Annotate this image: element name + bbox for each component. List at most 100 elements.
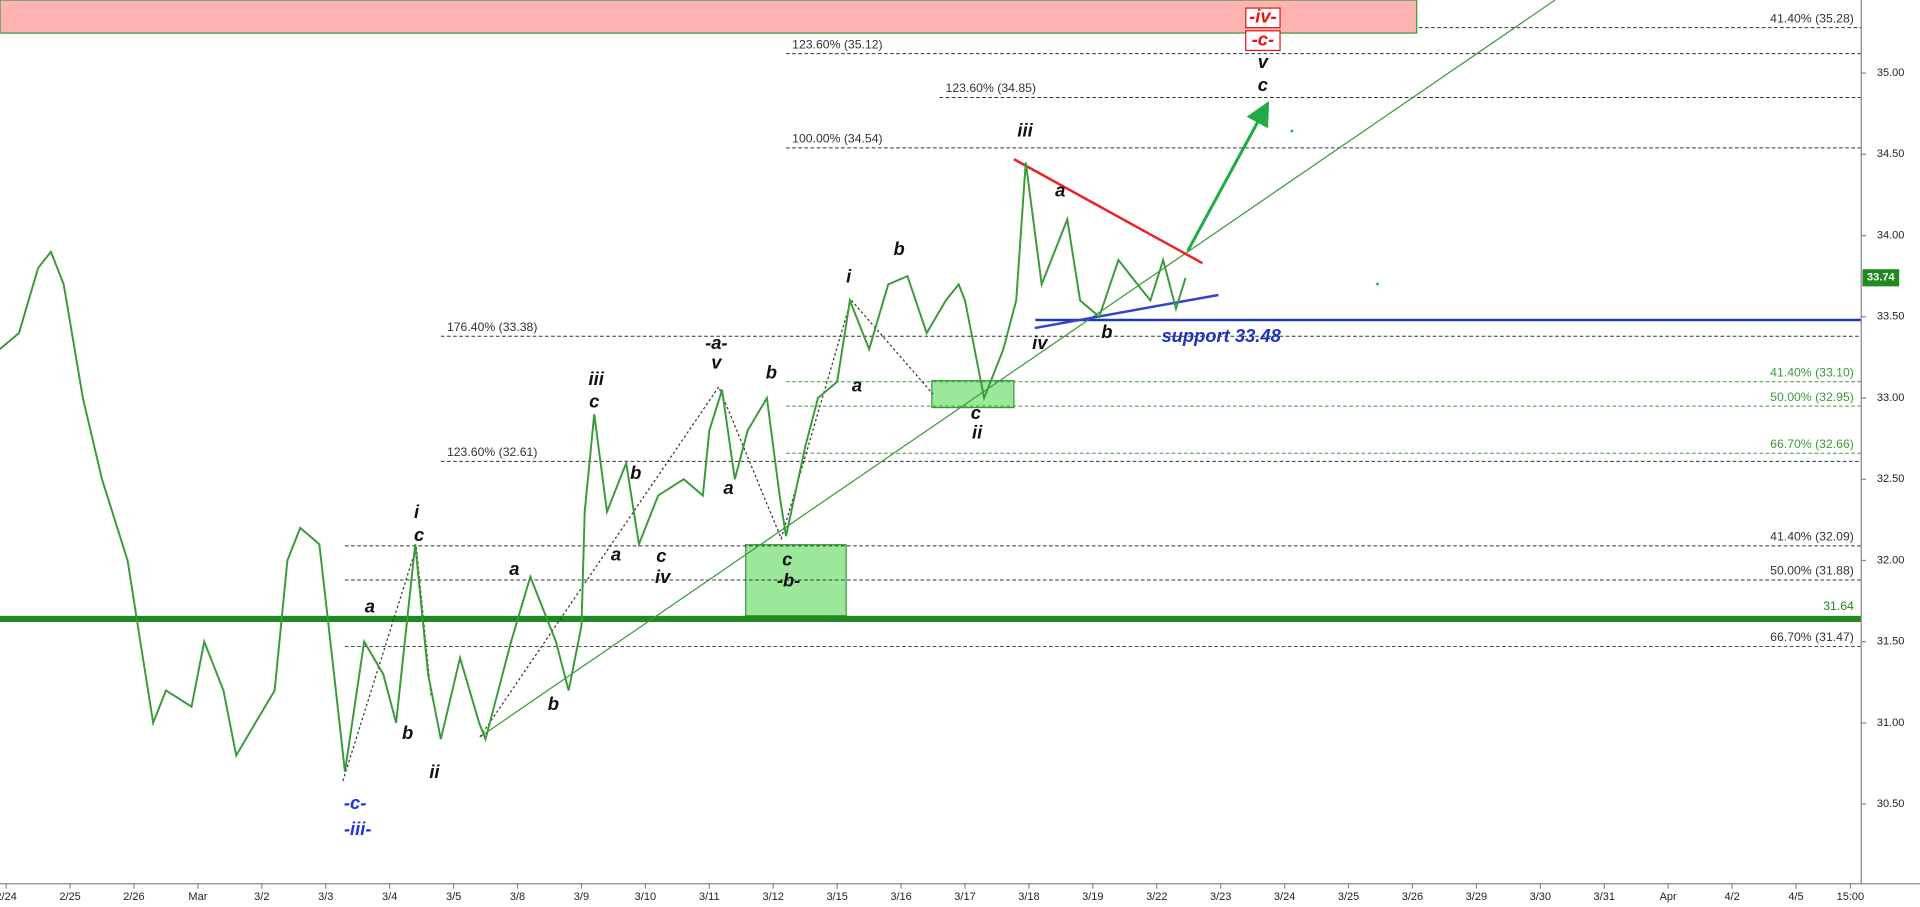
wave-label: b <box>766 361 777 382</box>
x-tick-label: 3/30 <box>1530 891 1551 903</box>
wave-label: c <box>414 524 424 545</box>
resistance-zone <box>0 0 1418 34</box>
last-price-tag <box>1862 269 1900 287</box>
fib-label: 50.00% (32.95) <box>1770 390 1854 404</box>
last-price-label: 33.74 <box>1867 272 1895 284</box>
support-trend <box>1034 293 1219 330</box>
wave-label: c <box>782 548 792 569</box>
wave-label: a <box>723 477 733 498</box>
wave-label: iii <box>589 368 605 389</box>
wave-label: -b- <box>777 569 800 590</box>
y-tick-label: 35.00 <box>1877 67 1905 79</box>
support-label: support 33.48 <box>1161 325 1281 346</box>
wave-label: a <box>852 374 862 395</box>
wave-label: iii <box>1017 119 1033 140</box>
wave-label: ii <box>429 761 440 782</box>
wave-label: b <box>1101 321 1112 342</box>
y-tick-label: 31.50 <box>1877 636 1905 648</box>
label-box <box>1245 30 1281 52</box>
x-tick-label: 2/25 <box>59 891 80 903</box>
x-tick-label: 3/5 <box>446 891 461 903</box>
x-tick-label: 3/15 <box>826 891 847 903</box>
x-tick-label: 3/3 <box>318 891 333 903</box>
wave-label: ii <box>972 422 983 443</box>
x-tick-label: 3/8 <box>510 891 525 903</box>
y-tick-label: 33.00 <box>1877 392 1905 404</box>
label-box <box>1245 7 1281 29</box>
x-tick-label: 3/10 <box>635 891 656 903</box>
wave-label: a <box>509 558 519 579</box>
y-tick-label: 34.00 <box>1877 229 1905 241</box>
x-tick-label: 3/17 <box>954 891 975 903</box>
fib-label: 31.64 <box>1823 599 1854 613</box>
wave-label: b <box>630 462 641 483</box>
x-tick-label: 4/5 <box>1788 891 1803 903</box>
dot <box>1290 129 1294 133</box>
fib-label: 176.40% (33.38) <box>447 320 537 334</box>
x-tick-label: 3/18 <box>1018 891 1039 903</box>
x-tick-label: 3/2 <box>254 891 269 903</box>
wave-label: -c- <box>1252 28 1274 49</box>
x-tick-label: 3/19 <box>1082 891 1103 903</box>
x-tick-label: 3/26 <box>1402 891 1423 903</box>
x-tick-label: 2/24 <box>0 891 17 903</box>
wave-label: i <box>414 501 420 522</box>
y-tick-label: 33.50 <box>1877 311 1905 323</box>
x-tick-label: 3/23 <box>1210 891 1231 903</box>
x-tick-label: 2/26 <box>123 891 144 903</box>
x-tick-label: 3/4 <box>382 891 397 903</box>
wave-label: -c- <box>344 792 366 813</box>
wave-label: c <box>971 402 981 423</box>
x-tick-label: 15:00 <box>1837 891 1865 903</box>
x-tick-label: 4/2 <box>1724 891 1739 903</box>
y-tick-label: 32.50 <box>1877 473 1905 485</box>
wave-label: iv <box>1032 332 1049 353</box>
fib-label: 123.60% (35.12) <box>792 37 882 51</box>
wave-label: c <box>1258 74 1268 95</box>
x-tick-label: 3/12 <box>763 891 784 903</box>
wave-label: a <box>611 543 621 564</box>
wave-line <box>479 298 934 738</box>
price-line <box>0 162 1187 772</box>
x-tick-label: 3/29 <box>1466 891 1487 903</box>
x-tick-label: 3/9 <box>574 891 589 903</box>
wave-label: -iv- <box>1249 6 1277 27</box>
fib-label: 66.70% (31.47) <box>1770 630 1854 644</box>
fib-label: 50.00% (31.88) <box>1770 564 1854 578</box>
wave-label: -iii- <box>344 818 372 839</box>
fib-label: 41.40% (35.28) <box>1770 11 1854 25</box>
dot <box>1376 282 1379 286</box>
y-tick-label: 30.50 <box>1877 798 1905 810</box>
wave-label: -a- <box>705 332 727 353</box>
wave-label: iv <box>655 566 672 587</box>
x-tick-label: 3/25 <box>1338 891 1359 903</box>
wave-label: a <box>365 595 375 616</box>
wave-label: a <box>1055 180 1065 201</box>
target-box <box>931 380 1015 409</box>
y-tick-label: 32.00 <box>1877 554 1905 566</box>
wave-label: c <box>589 391 599 412</box>
x-tick-label: 3/11 <box>699 891 720 903</box>
projection-arrow <box>1186 101 1270 252</box>
wave-label: b <box>402 722 413 743</box>
x-tick-label: 3/24 <box>1274 891 1295 903</box>
fib-label: 41.40% (32.09) <box>1770 530 1854 544</box>
wave-label: v <box>711 352 723 373</box>
y-tick-label: 34.50 <box>1877 148 1905 160</box>
wave-label: v <box>1258 51 1270 72</box>
wave-label: b <box>548 693 559 714</box>
fib-label: 123.60% (32.61) <box>447 445 537 459</box>
wave-label: c <box>656 545 666 566</box>
x-tick-label: 3/22 <box>1146 891 1167 903</box>
wave-label: i <box>846 266 852 287</box>
x-tick-label: Apr <box>1660 891 1677 903</box>
x-tick-label: Mar <box>188 891 207 903</box>
wave-label: b <box>894 238 905 259</box>
fib-label: 123.60% (34.85) <box>946 81 1036 95</box>
trend-line <box>479 0 1556 738</box>
x-tick-label: 3/16 <box>890 891 911 903</box>
y-tick-label: 31.00 <box>1877 717 1905 729</box>
x-tick-label: 3/31 <box>1594 891 1615 903</box>
